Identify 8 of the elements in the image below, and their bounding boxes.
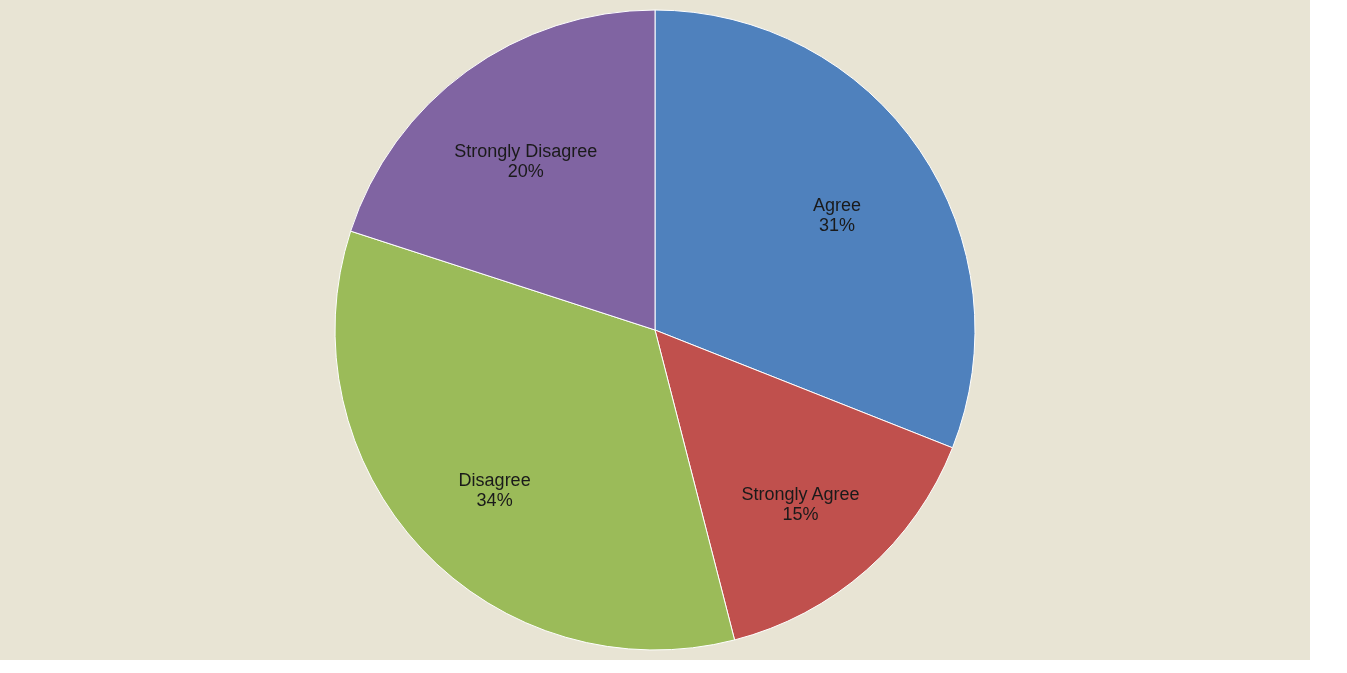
slice-label: Strongly Agree: [741, 484, 860, 505]
data-label: 15%: [782, 504, 819, 525]
slice-label: Agree: [812, 195, 861, 216]
data-label: 31%: [818, 215, 855, 236]
data-label: 20%: [507, 161, 544, 182]
data-label: 34%: [476, 489, 513, 510]
slice-label: Strongly Disagree: [454, 141, 598, 162]
slice-label: Disagree: [458, 469, 531, 490]
